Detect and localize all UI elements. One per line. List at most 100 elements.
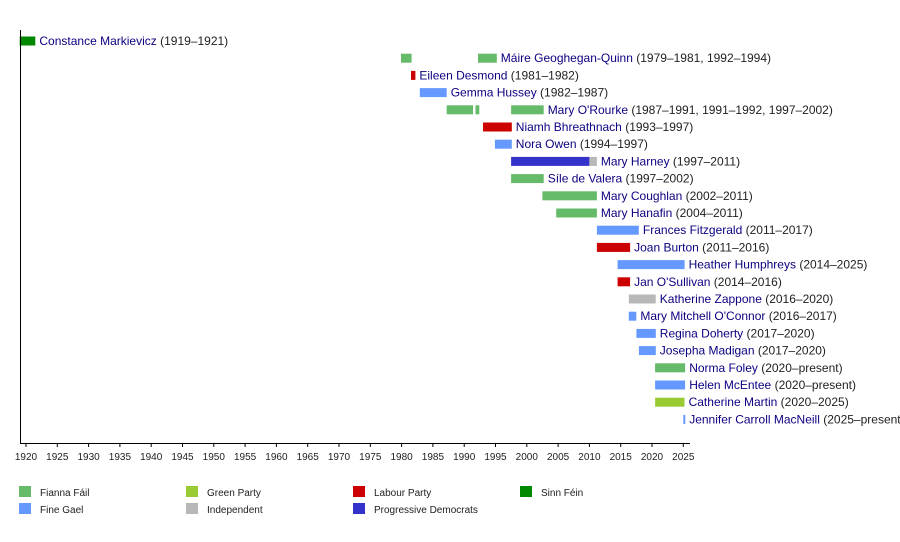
x-tick-label: 1995	[484, 452, 507, 463]
row-helen-mcentee-label: Helen McEntee (2020–present)	[689, 378, 856, 392]
row-regina-doherty-bar-1	[636, 328, 656, 338]
person-name-link[interactable]: Mary Hanafin	[601, 206, 672, 220]
person-name-link[interactable]: Frances Fitzgerald	[643, 223, 742, 237]
row-maire-geoghegan-quinn-label: Máire Geoghegan-Quinn (1979–1981, 1992–1…	[501, 51, 771, 65]
person-name-link[interactable]: Jan O'Sullivan	[634, 275, 710, 289]
legend-swatch	[520, 486, 532, 497]
legend-label: Sinn Féin	[541, 488, 583, 499]
x-tick-label: 2000	[516, 452, 539, 463]
x-tick-label: 2025	[672, 452, 695, 463]
row-joan-burton-bar-1	[596, 242, 631, 252]
person-name-link[interactable]: Niamh Bhreathnach	[516, 120, 622, 134]
row-katherine-zappone-label: Katherine Zappone (2016–2020)	[660, 292, 833, 306]
legend-item-independent: Independent	[186, 503, 263, 516]
person-term-years: (1919–1921)	[157, 34, 228, 48]
x-tick-label: 1925	[46, 452, 69, 463]
x-tick-label: 1990	[453, 452, 476, 463]
row-katherine-zappone-bar-1	[628, 294, 656, 304]
row-norma-foley-bar-1	[655, 363, 686, 373]
legend-label: Fianna Fáil	[40, 488, 89, 499]
person-term-years: (1982–1987)	[537, 86, 608, 100]
person-name-link[interactable]: Eileen Desmond	[419, 68, 507, 82]
person-term-years: (1994–1997)	[577, 137, 648, 151]
x-tick-label: 1930	[77, 452, 100, 463]
legend-swatch	[186, 503, 198, 514]
row-mary-hanafin-label: Mary Hanafin (2004–2011)	[601, 206, 743, 220]
bars-layer	[19, 36, 686, 424]
person-name-link[interactable]: Jennifer Carroll MacNeill	[689, 412, 820, 426]
person-name-link[interactable]: Constance Markievicz	[39, 34, 156, 48]
person-name-link[interactable]: Joan Burton	[634, 240, 699, 254]
axes-layer	[20, 30, 690, 444]
person-term-years: (2011–2016)	[699, 240, 770, 254]
row-mary-o-rourke-bar-2	[475, 105, 480, 115]
x-tick-label: 2020	[641, 452, 664, 463]
person-name-link[interactable]: Mary O'Rourke	[548, 103, 629, 117]
person-term-years: (1987–1991, 1991–1992, 1997–2002)	[628, 103, 833, 117]
row-mary-mitchell-o-connor-bar-1	[628, 311, 637, 321]
legend-swatch	[353, 503, 365, 514]
person-name-link[interactable]: Heather Humphreys	[689, 258, 796, 272]
person-term-years: (1997–2011)	[670, 154, 741, 168]
row-niamh-bhreathnach-label: Niamh Bhreathnach (1993–1997)	[516, 120, 693, 134]
person-term-years: (2014–2025)	[796, 258, 867, 272]
person-term-years: (2020–2025)	[777, 395, 848, 409]
person-term-years: (2011–2017)	[742, 223, 813, 237]
person-name-link[interactable]: Regina Doherty	[660, 326, 743, 340]
person-name-link[interactable]: Catherine Martin	[689, 395, 778, 409]
row-mary-mitchell-o-connor-label: Mary Mitchell O'Connor (2016–2017)	[640, 309, 836, 323]
row-catherine-martin-bar-1	[655, 397, 685, 407]
x-tick-label: 1945	[171, 452, 194, 463]
row-maire-geoghegan-quinn-bar-2	[478, 53, 497, 63]
row-catherine-martin-label: Catherine Martin (2020–2025)	[689, 395, 849, 409]
person-name-link[interactable]: Mary Coughlan	[601, 189, 682, 203]
x-tick-label: 1980	[390, 452, 413, 463]
person-name-link[interactable]: Helen McEntee	[689, 378, 771, 392]
person-term-years: (2020–present)	[758, 361, 843, 375]
x-tick-label: 1970	[328, 452, 351, 463]
person-term-years: (1979–1981, 1992–1994)	[633, 51, 771, 65]
row-constance-markievicz-label: Constance Markievicz (1919–1921)	[39, 34, 228, 48]
row-frances-fitzgerald-bar-1	[596, 225, 639, 235]
x-tick-label: 1975	[359, 452, 382, 463]
person-name-link[interactable]: Síle de Valera	[548, 172, 623, 186]
row-jennifer-carroll-macneill-label: Jennifer Carroll MacNeill (2025–present)	[689, 412, 900, 426]
legend-item-green-party: Green Party	[186, 486, 261, 499]
x-tick-label: 2010	[578, 452, 601, 463]
person-name-link[interactable]: Nora Owen	[516, 137, 577, 151]
person-term-years: (2004–2011)	[672, 206, 743, 220]
row-mary-o-rourke-bar-3	[511, 105, 544, 115]
person-term-years: (2016–2020)	[762, 292, 833, 306]
person-name-link[interactable]: Katherine Zappone	[660, 292, 762, 306]
legend-item-sinn-fein: Sinn Féin	[520, 486, 583, 499]
row-mary-o-rourke-label: Mary O'Rourke (1987–1991, 1991–1992, 199…	[548, 103, 833, 117]
person-term-years: (1993–1997)	[622, 120, 693, 134]
x-tick-label: 1985	[422, 452, 445, 463]
row-mary-coughlan-label: Mary Coughlan (2002–2011)	[601, 189, 753, 203]
row-maire-geoghegan-quinn-bar-1	[401, 53, 412, 63]
x-tick-label: 1940	[140, 452, 163, 463]
legend-item-labour-party: Labour Party	[353, 486, 431, 499]
person-term-years: (2025–present)	[820, 412, 900, 426]
legend-label: Green Party	[207, 488, 261, 499]
person-name-link[interactable]: Norma Foley	[689, 361, 758, 375]
row-mary-o-rourke-bar-1	[446, 105, 473, 115]
row-norma-foley-label: Norma Foley (2020–present)	[689, 361, 842, 375]
person-name-link[interactable]: Mary Harney	[601, 154, 670, 168]
row-nora-owen-bar-1	[494, 139, 512, 149]
person-name-link[interactable]: Máire Geoghegan-Quinn	[501, 51, 633, 65]
legend-label: Fine Gael	[40, 505, 83, 516]
legend-swatch	[186, 486, 198, 497]
legend-item-progressive-democrats: Progressive Democrats	[353, 503, 478, 516]
person-term-years: (1997–2002)	[622, 172, 693, 186]
x-tick-label: 1960	[265, 452, 288, 463]
person-name-link[interactable]: Josepha Madigan	[660, 344, 755, 358]
row-mary-coughlan-bar-1	[542, 191, 597, 201]
person-name-link[interactable]: Mary Mitchell O'Connor	[640, 309, 765, 323]
person-name-link[interactable]: Gemma Hussey	[451, 86, 537, 100]
row-mary-harney-bar-2	[589, 156, 597, 166]
row-jennifer-carroll-macneill-bar-1	[683, 414, 686, 424]
row-joan-burton-label: Joan Burton (2011–2016)	[634, 240, 769, 254]
row-josepha-madigan-bar-1	[638, 346, 656, 356]
x-tick-label: 1965	[297, 452, 320, 463]
